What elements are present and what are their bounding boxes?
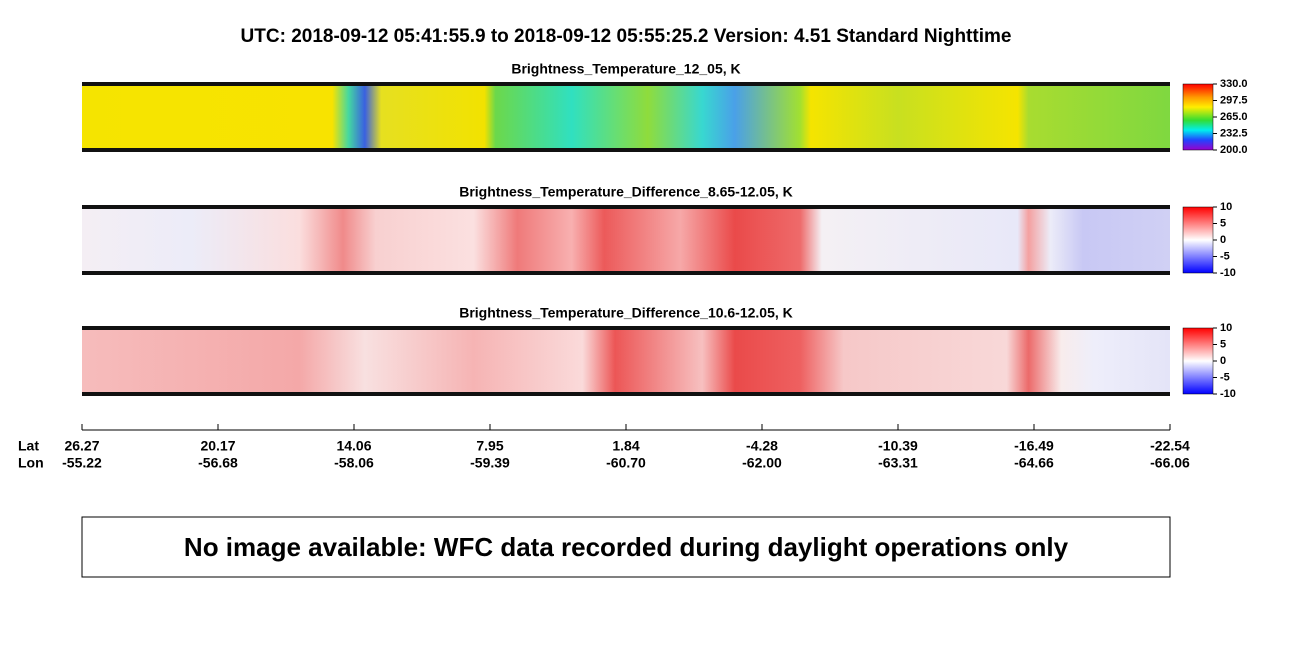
colorbar-tick-label: 10 (1220, 322, 1232, 334)
colorbar (1182, 327, 1214, 395)
figure-title: UTC: 2018-09-12 05:41:55.9 to 2018-09-12… (241, 26, 1012, 47)
lat-label: 14.06 (336, 438, 371, 454)
colorbar (1182, 83, 1214, 151)
colorbar-tick-label: 232.5 (1220, 127, 1248, 139)
colorbar-tick-label: -5 (1220, 250, 1230, 262)
swath-image (82, 84, 1170, 150)
swath-image (82, 328, 1170, 394)
swath-edge (82, 148, 1170, 152)
swath-edge (82, 392, 1170, 396)
colorbar-tick-label: 265.0 (1220, 111, 1248, 123)
colorbar-tick-label: 5 (1220, 338, 1226, 350)
panel-title: Brightness_Temperature_Difference_10.6-1… (459, 305, 793, 321)
panel-title: Brightness_Temperature_12_05, K (511, 61, 740, 77)
lon-label: -56.68 (198, 455, 238, 471)
panel-title: Brightness_Temperature_Difference_8.65-1… (459, 184, 793, 200)
lon-label: -55.22 (62, 455, 102, 471)
lat-label: 26.27 (64, 438, 99, 454)
lat-label: 1.84 (612, 438, 639, 454)
swath-edge (82, 205, 1170, 209)
notice: No image available: WFC data recorded du… (184, 532, 1069, 562)
swath-edge (82, 326, 1170, 330)
colorbar-tick-label: 330.0 (1220, 78, 1248, 90)
lat-label: -16.49 (1014, 438, 1054, 454)
colorbar-tick-label: -10 (1220, 267, 1236, 279)
colorbar-tick-label: -5 (1220, 371, 1230, 383)
notice-box (81, 516, 1171, 578)
colorbar-tick-label: 297.5 (1220, 94, 1248, 106)
lon-label: -62.00 (742, 455, 782, 471)
lat-label: -4.28 (746, 438, 778, 454)
lat-label: 7.95 (476, 438, 503, 454)
swath-edge (82, 271, 1170, 275)
lon-label: -58.06 (334, 455, 374, 471)
lon-label: -60.70 (606, 455, 646, 471)
lat-label: 20.17 (200, 438, 235, 454)
lon-label: -64.66 (1014, 455, 1054, 471)
lat-label: -10.39 (878, 438, 918, 454)
colorbar-tick-label: 0 (1220, 355, 1226, 367)
colorbar-tick-label: 200.0 (1220, 144, 1248, 156)
colorbar-tick-label: 0 (1220, 234, 1226, 246)
colorbar-tick-label: -10 (1220, 388, 1236, 400)
lat-label: -22.54 (1150, 438, 1190, 454)
lon-label: -66.06 (1150, 455, 1190, 471)
swath-edge (82, 82, 1170, 86)
lon-label: -63.31 (878, 455, 918, 471)
axis-row-label: Lat (18, 438, 39, 454)
lon-label: -59.39 (470, 455, 510, 471)
colorbar-tick-label: 10 (1220, 201, 1232, 213)
colorbar (1182, 206, 1214, 274)
axis-row-label: Lon (18, 455, 44, 471)
colorbar-tick-label: 5 (1220, 217, 1226, 229)
swath-image (82, 207, 1170, 273)
